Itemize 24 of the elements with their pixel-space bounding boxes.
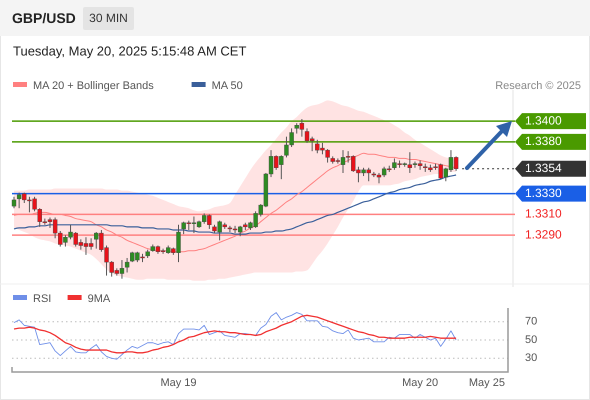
line-series — [13, 314, 457, 354]
candlestick — [124, 257, 130, 273]
chart-subtitle: Tuesday, May 20, 2025 5:15:48 AM CET — [13, 43, 246, 58]
ref-line-label: 1.3400 — [525, 113, 562, 128]
x-tick-label: May 20 — [402, 376, 438, 389]
candlestick — [12, 196, 16, 209]
legend-label: 9MA — [88, 292, 111, 305]
x-tick-label: May 25 — [468, 376, 505, 389]
text: 30 MIN — [89, 11, 128, 26]
ref-line-label: 1.3380 — [525, 134, 562, 148]
chart-title: GBP/USD — [12, 10, 76, 26]
ref-line-label: 1.3354 — [525, 160, 562, 175]
ref-line-label: 1.3330 — [525, 186, 562, 200]
y-tick-label: 70 — [525, 316, 538, 328]
y-tick-label: 30 — [525, 352, 538, 364]
ref-line-label: 1.3290 — [525, 227, 562, 242]
legend-label: MA 20 + Bollinger Bands — [33, 80, 154, 92]
line-series — [14, 312, 457, 360]
y-tick-label: 50 — [525, 334, 538, 346]
x-tick-label: May 19 — [160, 376, 197, 389]
legend-label: MA 50 — [212, 80, 243, 92]
legend-label: RSI — [33, 292, 52, 305]
annotation: Research © 2025 — [495, 80, 581, 92]
ref-line-label: 1.3310 — [525, 206, 562, 221]
